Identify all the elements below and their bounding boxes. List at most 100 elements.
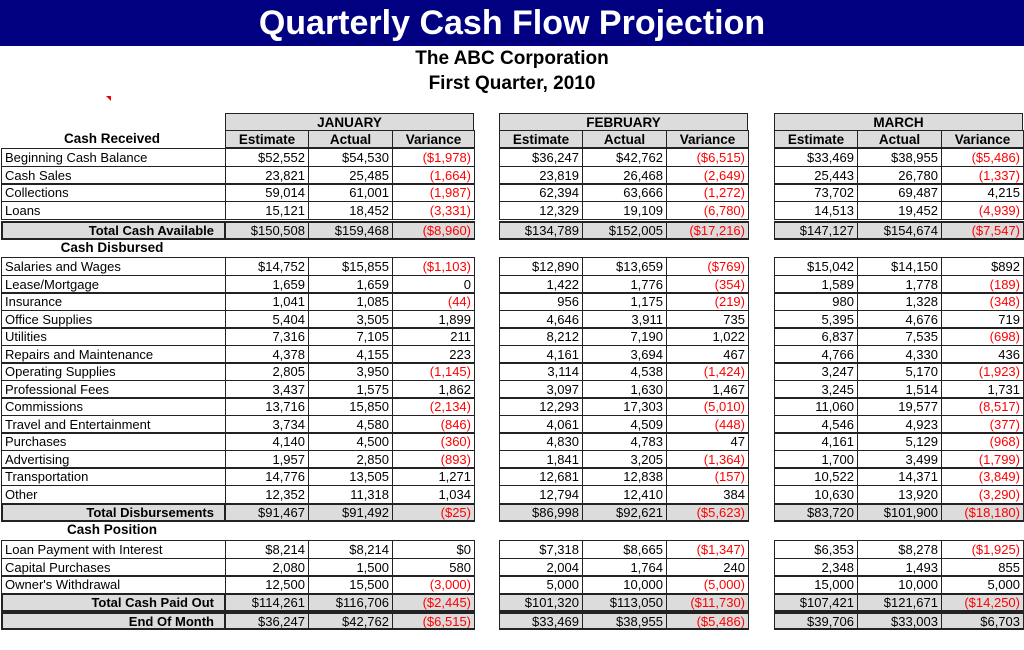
table-cell[interactable]: $6,353 bbox=[774, 540, 858, 559]
table-cell[interactable]: 7,105 bbox=[308, 327, 393, 346]
table-cell[interactable]: 15,121 bbox=[225, 201, 309, 220]
table-cell[interactable]: 6,837 bbox=[774, 327, 858, 346]
table-cell[interactable]: 12,500 bbox=[225, 575, 309, 594]
table-cell[interactable]: 47 bbox=[666, 432, 749, 451]
table-cell[interactable]: $33,469 bbox=[774, 148, 858, 167]
table-cell[interactable]: $13,659 bbox=[582, 257, 667, 276]
table-cell[interactable]: 735 bbox=[666, 310, 749, 329]
table-cell[interactable]: (3,290) bbox=[941, 485, 1024, 504]
total-cell[interactable]: ($8,960) bbox=[392, 221, 475, 240]
total-cell[interactable]: ($2,445) bbox=[392, 593, 475, 612]
table-cell[interactable]: 4,783 bbox=[582, 432, 667, 451]
table-cell[interactable]: (44) bbox=[392, 292, 475, 311]
table-cell[interactable]: 1,175 bbox=[582, 292, 667, 311]
table-cell[interactable]: 12,794 bbox=[499, 485, 583, 504]
table-cell[interactable]: 3,247 bbox=[774, 362, 858, 381]
table-cell[interactable]: 580 bbox=[392, 558, 475, 577]
table-cell[interactable]: (348) bbox=[941, 292, 1024, 311]
table-cell[interactable]: 223 bbox=[392, 345, 475, 364]
table-cell[interactable]: 980 bbox=[774, 292, 858, 311]
table-cell[interactable]: $14,150 bbox=[857, 257, 942, 276]
total-cell[interactable]: ($5,486) bbox=[666, 612, 749, 630]
table-cell[interactable]: (360) bbox=[392, 432, 475, 451]
total-cell[interactable]: $86,998 bbox=[499, 503, 583, 522]
total-cell[interactable]: $121,671 bbox=[857, 593, 942, 612]
table-cell[interactable]: $8,665 bbox=[582, 540, 667, 559]
table-cell[interactable]: (2,649) bbox=[666, 166, 749, 185]
table-cell[interactable]: 69,487 bbox=[857, 183, 942, 202]
table-cell[interactable]: 13,505 bbox=[308, 467, 393, 486]
table-cell[interactable]: $15,042 bbox=[774, 257, 858, 276]
total-cell[interactable]: $101,900 bbox=[857, 503, 942, 522]
table-cell[interactable]: (698) bbox=[941, 327, 1024, 346]
table-cell[interactable]: (1,987) bbox=[392, 183, 475, 202]
table-cell[interactable]: (5,000) bbox=[666, 575, 749, 594]
table-cell[interactable]: (1,272) bbox=[666, 183, 749, 202]
total-cell[interactable]: $101,320 bbox=[499, 593, 583, 612]
table-cell[interactable]: $12,890 bbox=[499, 257, 583, 276]
table-cell[interactable]: ($5,486) bbox=[941, 148, 1024, 167]
table-cell[interactable]: $8,214 bbox=[308, 540, 393, 559]
table-cell[interactable]: 12,352 bbox=[225, 485, 309, 504]
table-cell[interactable]: $7,318 bbox=[499, 540, 583, 559]
table-cell[interactable]: 5,000 bbox=[941, 575, 1024, 594]
table-cell[interactable]: 10,000 bbox=[857, 575, 942, 594]
table-cell[interactable]: 61,001 bbox=[308, 183, 393, 202]
table-cell[interactable]: (1,364) bbox=[666, 450, 749, 469]
table-cell[interactable]: 4,140 bbox=[225, 432, 309, 451]
total-cell[interactable]: ($18,180) bbox=[941, 503, 1024, 522]
table-cell[interactable]: (5,010) bbox=[666, 397, 749, 416]
total-cell[interactable]: ($7,547) bbox=[941, 221, 1024, 240]
total-cell[interactable]: ($14,250) bbox=[941, 593, 1024, 612]
table-cell[interactable]: 3,114 bbox=[499, 362, 583, 381]
total-cell[interactable]: $113,050 bbox=[582, 593, 667, 612]
table-cell[interactable]: 18,452 bbox=[308, 201, 393, 220]
total-cell[interactable]: $42,762 bbox=[308, 612, 393, 630]
total-cell[interactable]: $33,469 bbox=[499, 612, 583, 630]
table-cell[interactable]: ($1,347) bbox=[666, 540, 749, 559]
table-cell[interactable]: (3,331) bbox=[392, 201, 475, 220]
table-cell[interactable]: $42,762 bbox=[582, 148, 667, 167]
total-cell[interactable]: $36,247 bbox=[225, 612, 309, 630]
total-cell[interactable]: $150,508 bbox=[225, 221, 309, 240]
table-cell[interactable]: 1,041 bbox=[225, 292, 309, 311]
table-cell[interactable]: (846) bbox=[392, 415, 475, 434]
table-cell[interactable]: 15,500 bbox=[308, 575, 393, 594]
table-cell[interactable]: 5,129 bbox=[857, 432, 942, 451]
table-cell[interactable]: 4,500 bbox=[308, 432, 393, 451]
table-cell[interactable]: 10,000 bbox=[582, 575, 667, 594]
table-cell[interactable]: (893) bbox=[392, 450, 475, 469]
table-cell[interactable]: 7,316 bbox=[225, 327, 309, 346]
table-cell[interactable]: 13,716 bbox=[225, 397, 309, 416]
table-cell[interactable]: (2,134) bbox=[392, 397, 475, 416]
table-cell[interactable]: 14,371 bbox=[857, 467, 942, 486]
table-cell[interactable]: 73,702 bbox=[774, 183, 858, 202]
table-cell[interactable]: $8,214 bbox=[225, 540, 309, 559]
table-cell[interactable]: $0 bbox=[392, 540, 475, 559]
total-cell[interactable]: $91,492 bbox=[308, 503, 393, 522]
table-cell[interactable]: 0 bbox=[392, 275, 475, 294]
total-cell[interactable]: $107,421 bbox=[774, 593, 858, 612]
table-cell[interactable]: 10,630 bbox=[774, 485, 858, 504]
table-cell[interactable]: 12,329 bbox=[499, 201, 583, 220]
total-cell[interactable]: $152,005 bbox=[582, 221, 667, 240]
table-cell[interactable]: ($1,925) bbox=[941, 540, 1024, 559]
table-cell[interactable]: $54,530 bbox=[308, 148, 393, 167]
table-cell[interactable]: 2,805 bbox=[225, 362, 309, 381]
table-cell[interactable]: (3,849) bbox=[941, 467, 1024, 486]
total-cell[interactable]: $147,127 bbox=[774, 221, 858, 240]
table-cell[interactable]: 12,681 bbox=[499, 467, 583, 486]
total-cell[interactable]: ($17,216) bbox=[666, 221, 749, 240]
table-cell[interactable]: 467 bbox=[666, 345, 749, 364]
table-cell[interactable]: 4,538 bbox=[582, 362, 667, 381]
table-cell[interactable]: 63,666 bbox=[582, 183, 667, 202]
table-cell[interactable]: $892 bbox=[941, 257, 1024, 276]
table-cell[interactable]: ($1,103) bbox=[392, 257, 475, 276]
table-cell[interactable]: 4,830 bbox=[499, 432, 583, 451]
table-cell[interactable]: 19,577 bbox=[857, 397, 942, 416]
table-cell[interactable]: 4,215 bbox=[941, 183, 1024, 202]
table-cell[interactable]: 4,161 bbox=[774, 432, 858, 451]
table-cell[interactable]: 384 bbox=[666, 485, 749, 504]
table-cell[interactable]: (448) bbox=[666, 415, 749, 434]
table-cell[interactable]: 15,000 bbox=[774, 575, 858, 594]
